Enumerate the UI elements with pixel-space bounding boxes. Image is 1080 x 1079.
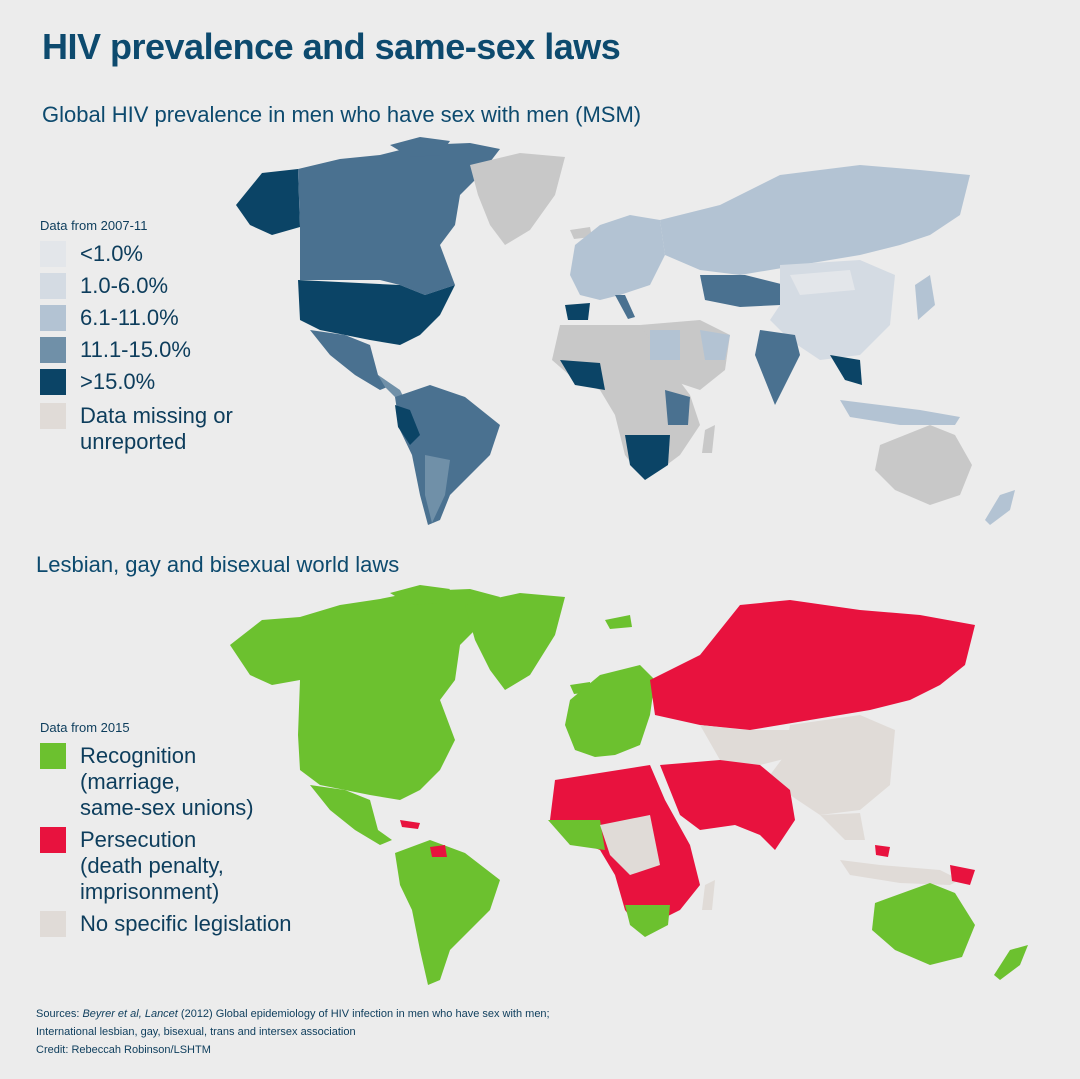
new-zealand-region <box>985 490 1015 525</box>
legend-label: Data missing or unreported <box>80 403 233 454</box>
map1-subtitle: Global HIV prevalence in men who have se… <box>42 102 642 127</box>
legend-item: No specific legislation <box>40 911 292 937</box>
australia-region <box>872 883 975 965</box>
canada-region <box>298 143 500 295</box>
legend-item: >15.0% <box>40 369 233 395</box>
southeast-asia-region <box>830 355 862 385</box>
legend-item: 1.0-6.0% <box>40 273 233 299</box>
canada-islands <box>390 137 450 157</box>
spain-region <box>565 303 590 320</box>
svalbard-region <box>605 615 632 629</box>
south-america-region <box>395 840 500 985</box>
sources-line-1: Sources: Beyrer et al, Lancet (2012) Glo… <box>36 1008 550 1020</box>
mongolia-region <box>790 270 855 295</box>
map2-legend: Data from 2015 Recognition (marriage, sa… <box>40 720 292 943</box>
map1-legend-heading: Data from 2007-11 <box>40 218 148 233</box>
legend-swatch <box>40 273 66 299</box>
legend-swatch <box>40 743 66 769</box>
indonesia-region <box>840 860 960 885</box>
lgb-laws-map <box>230 585 1028 985</box>
legend-item: 6.1-11.0% <box>40 305 233 331</box>
europe-region <box>570 215 665 300</box>
mexico-region <box>310 330 392 390</box>
legend-sublabel: (death penalty, imprisonment) <box>80 853 224 904</box>
italy-region <box>615 295 635 319</box>
greenland-region <box>470 153 565 245</box>
russia-region <box>660 165 970 275</box>
west-africa-region <box>560 360 605 390</box>
legend-sublabel: (marriage, same-sex unions) <box>80 769 254 820</box>
japan-region <box>915 275 935 320</box>
legend-swatch <box>40 305 66 331</box>
legend-item: <1.0% <box>40 241 233 267</box>
iran-region <box>700 330 730 360</box>
caribbean-region <box>400 820 420 829</box>
new-zealand-region <box>994 945 1028 980</box>
sources-line-2: International lesbian, gay, bisexual, tr… <box>36 1026 356 1038</box>
north-america-region <box>230 589 500 800</box>
east-africa-region <box>665 390 690 425</box>
map2-subtitle: Lesbian, gay and bisexual world laws <box>36 552 400 577</box>
legend-swatch <box>40 337 66 363</box>
legend-item: Data missing or unreported <box>40 403 233 455</box>
argentina-region <box>425 455 450 523</box>
hiv-prevalence-map <box>236 137 1015 525</box>
europe-region <box>565 665 655 757</box>
canada-islands <box>390 585 450 605</box>
southeast-asia-region <box>820 813 865 840</box>
map1-legend: Data from 2007-11 <1.0% 1.0-6.0% 6.1-11.… <box>40 218 233 461</box>
sources-footer: Sources: Beyrer et al, Lancet (2012) Glo… <box>36 1005 550 1059</box>
central-america-region <box>378 375 405 400</box>
kazakhstan-region <box>700 275 785 307</box>
legend-swatch <box>40 369 66 395</box>
legend-item: Persecution (death penalty, imprisonment… <box>40 827 292 905</box>
russia-region <box>650 600 975 730</box>
legend-label: Persecution <box>80 827 197 852</box>
legend-label: No specific legislation <box>80 911 292 936</box>
legend-label: Recognition <box>80 743 197 768</box>
legend-label: >15.0% <box>80 369 156 394</box>
legend-swatch <box>40 241 66 267</box>
southern-africa-region <box>625 905 670 937</box>
southern-africa-region <box>625 435 670 480</box>
central-asia-region <box>700 725 800 765</box>
alaska-region <box>236 169 300 235</box>
credit-line: Credit: Rebeccah Robinson/LSHTM <box>36 1044 211 1056</box>
indonesia-region <box>840 400 960 425</box>
legend-label: 11.1-15.0% <box>80 337 191 362</box>
west-africa-region <box>548 820 605 850</box>
china-region <box>770 715 895 815</box>
india-region <box>755 330 800 405</box>
legend-swatch <box>40 403 66 429</box>
south-america-region <box>395 385 500 525</box>
myanmar-region <box>875 845 890 857</box>
png-region <box>950 865 975 885</box>
mexico-region <box>310 785 392 845</box>
australia-region <box>875 425 972 505</box>
egypt-region <box>650 330 680 360</box>
page-title: HIV prevalence and same-sex laws <box>42 26 621 67</box>
legend-swatch <box>40 911 66 937</box>
madagascar-region <box>702 880 715 910</box>
legend-item: 11.1-15.0% <box>40 337 233 363</box>
map2-legend-heading: Data from 2015 <box>40 720 130 735</box>
central-africa-region <box>600 815 660 875</box>
madagascar-region <box>702 425 715 453</box>
middle-east-region <box>660 760 795 850</box>
guyana-region <box>430 845 447 857</box>
legend-item: Recognition (marriage, same-sex unions) <box>40 743 292 821</box>
legend-label: 6.1-11.0% <box>80 305 179 330</box>
legend-label: <1.0% <box>80 241 143 266</box>
usa-region <box>298 280 455 345</box>
peru-region <box>395 405 420 445</box>
greenland-region <box>465 593 565 690</box>
legend-label: 1.0-6.0% <box>80 273 169 298</box>
legend-swatch <box>40 827 66 853</box>
